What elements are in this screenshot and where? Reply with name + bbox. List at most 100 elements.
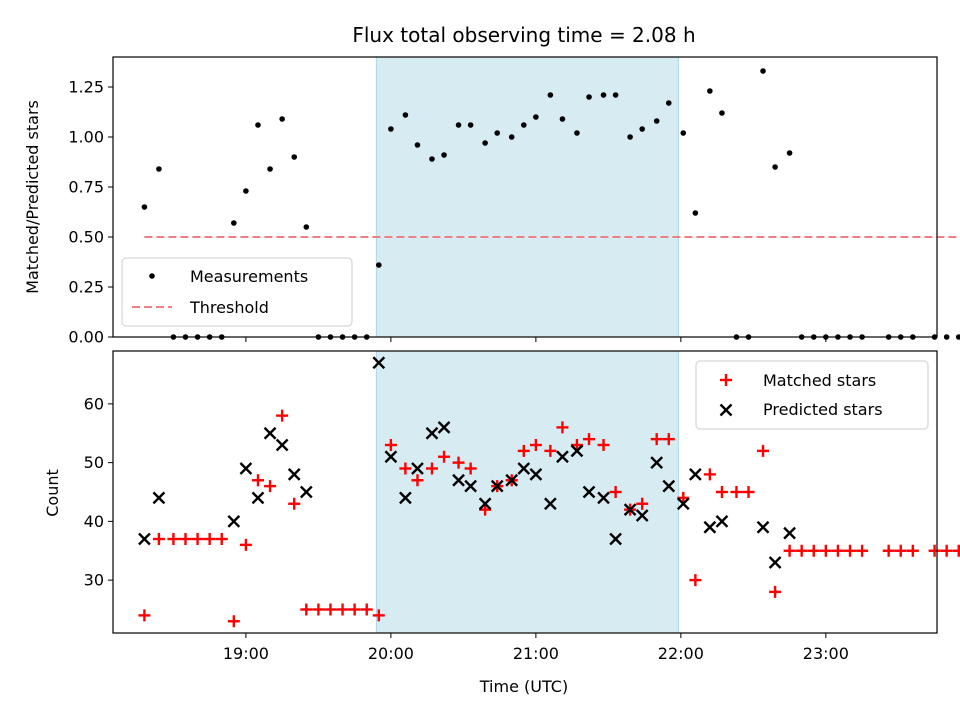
- measurement-point: [402, 112, 409, 118]
- predicted-star-point: [275, 438, 289, 452]
- top-y-tick-label: 1.25: [68, 78, 104, 97]
- matched-star-point: [438, 450, 451, 463]
- measurement-point: [707, 88, 713, 94]
- bottom-x-tick-label: 22:00: [658, 644, 704, 663]
- matched-star-point: [952, 544, 960, 557]
- legend-label-measurements: Measurements: [190, 267, 308, 286]
- predicted-star-point: [490, 479, 504, 493]
- matched-star-point: [807, 544, 820, 557]
- bottom-x-ticks: 19:00 20:00 21:00 22:00 23:00: [223, 633, 849, 663]
- measurement-point: [692, 210, 699, 216]
- measurement-point: [586, 94, 592, 100]
- bottom-y-tick-label: 40: [84, 512, 104, 531]
- matched-star-point: [940, 544, 953, 557]
- predicted-star-point: [783, 526, 796, 540]
- predicted-star-point: [635, 509, 649, 522]
- top-y-axis-label: Matched/Predicted stars: [23, 100, 42, 294]
- top-y-ticks: 0.00 0.25 0.50 0.75 1.00 1.25: [68, 78, 113, 347]
- matched-star-point: [677, 491, 690, 504]
- measurement-point: [494, 130, 501, 136]
- matched-star-point: [138, 609, 151, 622]
- top-legend: Measurements Threshold: [121, 257, 353, 327]
- matched-star-point: [360, 603, 373, 616]
- predicted-star-point: [597, 491, 610, 505]
- matched-star-point: [819, 544, 832, 557]
- matched-star-point: [928, 544, 941, 557]
- matched-star-point: [191, 533, 204, 545]
- bottom-panel: 30 40 50 60 19:00 20:00 21:00 22:00 23:00 Count…: [43, 350, 960, 696]
- predicted-star-points: [138, 356, 796, 569]
- matched-star-point: [570, 439, 583, 451]
- measurement-point: [303, 224, 310, 230]
- legend-label-predicted: Predicted stars: [763, 400, 883, 419]
- matched-star-point: [583, 433, 596, 446]
- predicted-star-point: [437, 421, 451, 434]
- measurement-point: [943, 334, 950, 340]
- predicted-star-point: [582, 485, 596, 499]
- measurement-point: [291, 154, 298, 160]
- measurement-point: [559, 116, 566, 122]
- matched-star-point: [300, 603, 313, 616]
- bottom-legend: Matched stars Predicted stars: [695, 360, 929, 430]
- predicted-star-point: [505, 473, 519, 487]
- legend-marker-measurements: [149, 273, 155, 279]
- bottom-x-tick-label: 21:00: [513, 644, 559, 663]
- top-y-tick-label: 0.50: [68, 228, 104, 247]
- predicted-star-point: [756, 520, 770, 534]
- bottom-x-tick-label: 19:00: [223, 644, 269, 663]
- matched-star-point: [399, 462, 412, 475]
- bottom-x-tick-label: 23:00: [803, 644, 849, 663]
- matched-star-point: [215, 533, 228, 545]
- top-y-tick-label: 0.00: [68, 328, 104, 347]
- matched-star-point: [906, 544, 919, 557]
- matched-star-point: [844, 544, 857, 557]
- measurement-point: [376, 262, 382, 268]
- matched-star-point: [152, 533, 165, 545]
- matched-star-point: [894, 544, 907, 557]
- matched-star-point: [831, 544, 844, 557]
- measurement-point: [760, 68, 766, 74]
- matched-star-point: [239, 538, 252, 551]
- predicted-star-point: [623, 503, 637, 516]
- top-y-tick-label: 1.00: [68, 128, 104, 147]
- measurement-point: [600, 92, 607, 98]
- predicted-star-point: [384, 450, 398, 464]
- measurement-point: [279, 116, 285, 122]
- predicted-star-point: [464, 479, 477, 493]
- measurement-point: [156, 166, 162, 172]
- bottom-y-tick-label: 30: [84, 571, 104, 590]
- measurement-point: [482, 140, 488, 146]
- top-legend-box: [121, 257, 353, 327]
- top-y-tick-label: 0.75: [68, 178, 104, 197]
- matched-star-point: [227, 615, 240, 628]
- predicted-star-point: [399, 491, 412, 505]
- bottom-y-ticks: 30 40 50 60: [84, 394, 113, 590]
- matched-star-point: [179, 533, 192, 545]
- matched-star-point: [703, 468, 716, 481]
- predicted-star-point: [299, 485, 313, 499]
- predicted-star-point: [227, 515, 241, 528]
- matched-star-point: [464, 462, 477, 475]
- matched-star-point: [742, 486, 755, 498]
- predicted-star-point: [517, 462, 531, 475]
- measurement-point: [574, 130, 580, 136]
- predicted-star-point: [676, 497, 690, 511]
- bottom-axes-frame: [112, 350, 938, 634]
- matched-star-point: [856, 544, 869, 557]
- matched-star-point: [384, 439, 397, 451]
- matched-star-point: [650, 433, 663, 446]
- bottom-x-tick-label: 20:00: [368, 644, 414, 663]
- measurement-point: [243, 188, 249, 194]
- predicted-star-point: [372, 356, 386, 370]
- predicted-star-point: [152, 491, 166, 505]
- top-panel: Flux total observing time = 2.08 h 0.000…: [23, 23, 960, 347]
- matched-star-point: [251, 474, 264, 487]
- matched-star-point: [348, 603, 361, 616]
- legend-marker-matched: [720, 374, 732, 386]
- matched-star-point: [783, 544, 796, 557]
- predicted-star-point: [251, 491, 265, 505]
- measurement-point: [467, 122, 474, 128]
- predicted-star-point: [287, 468, 301, 481]
- predicted-star-point: [689, 468, 702, 481]
